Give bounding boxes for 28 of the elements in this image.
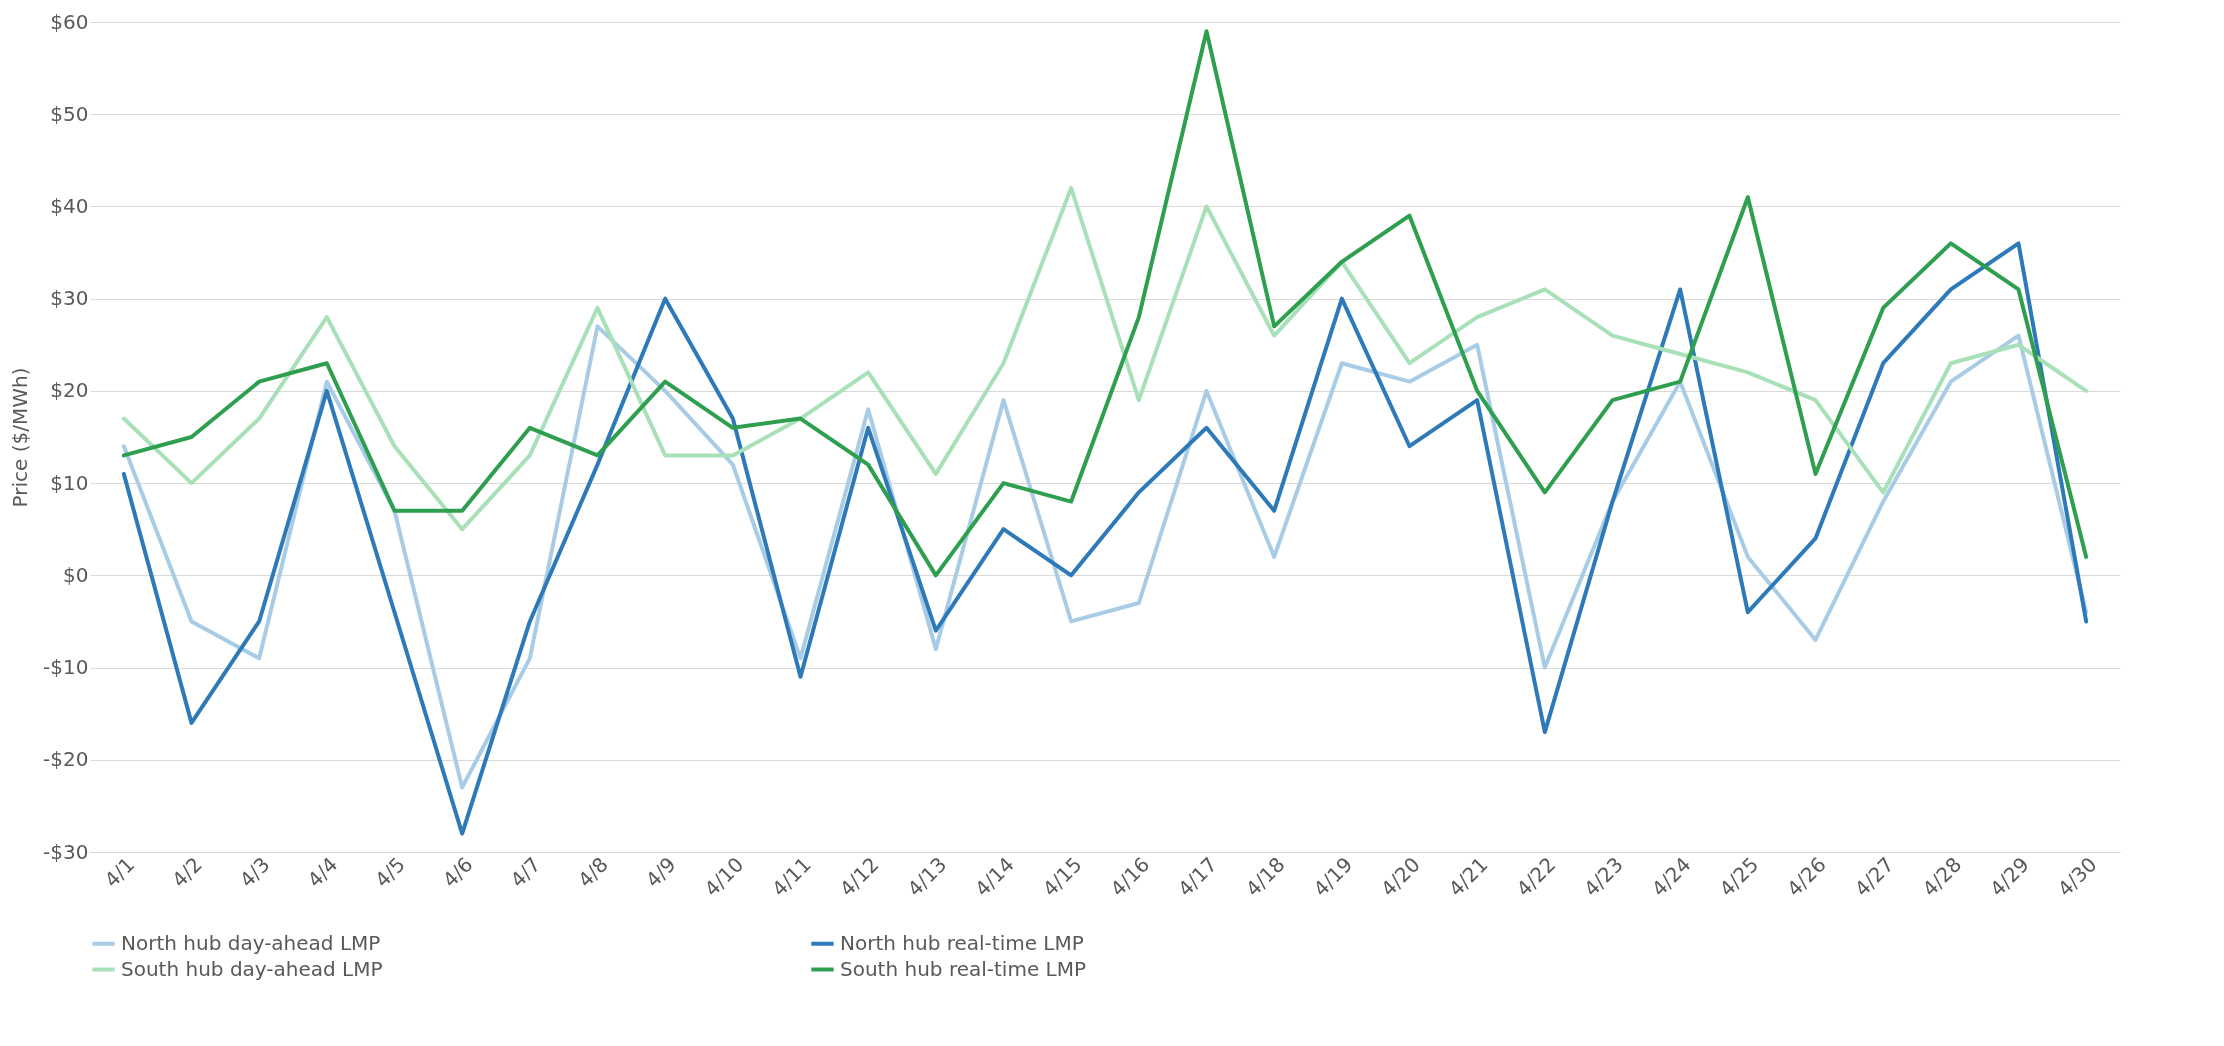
y-tick-label: -$20 — [43, 747, 89, 772]
x-tick-label: 4/8 — [573, 852, 613, 893]
legend-label: North hub real-time LMP — [840, 930, 1084, 955]
y-tick-label: $10 — [50, 470, 89, 495]
line-series — [121, 29, 2089, 578]
x-tick-label: 4/7 — [505, 852, 546, 893]
y-tick-label: $60 — [50, 9, 89, 34]
y-tick-label: -$10 — [43, 655, 89, 680]
y-tick-label: $50 — [50, 101, 89, 126]
x-tick-label: 4/3 — [234, 852, 275, 893]
y-tick-label: $0 — [63, 562, 89, 587]
x-tick-label: 4/1 — [99, 852, 140, 893]
x-tick-label: 4/4 — [302, 852, 343, 893]
legend-label: North hub day-ahead LMP — [121, 930, 381, 955]
y-axis-title: Price ($/MWh) — [8, 367, 33, 508]
x-tick-label: 4/5 — [370, 852, 410, 893]
legend-label: South hub real-time LMP — [840, 956, 1087, 981]
line-series — [121, 324, 2089, 790]
y-tick-label: $20 — [50, 378, 89, 403]
y-tick-label: $30 — [50, 286, 89, 311]
line-series — [121, 186, 2089, 532]
y-tick-label: $40 — [50, 193, 89, 218]
x-tick-label: 4/6 — [437, 852, 478, 893]
x-tick-label: 4/9 — [640, 852, 681, 893]
y-tick-label: -$30 — [43, 839, 89, 864]
line-series — [121, 241, 2089, 836]
x-tick-label: 4/2 — [167, 852, 207, 893]
legend-label: South hub day-ahead LMP — [121, 956, 383, 981]
